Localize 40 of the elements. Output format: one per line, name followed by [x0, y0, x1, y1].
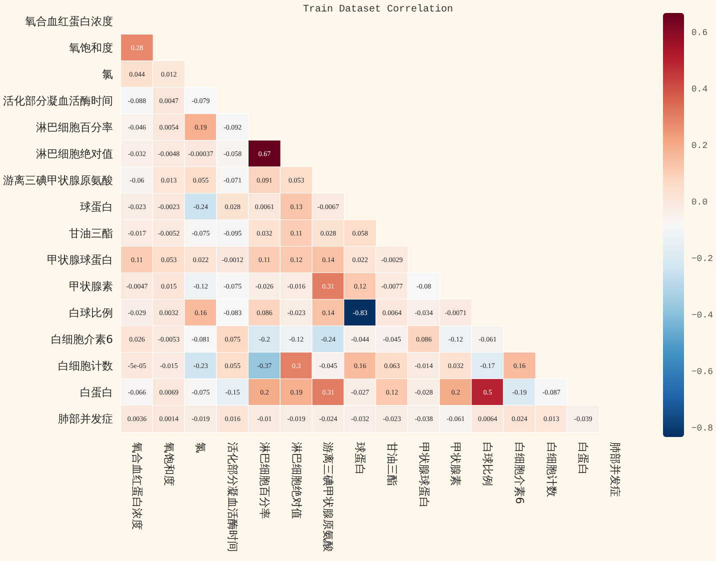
y-tick-label: 氧合血红蛋白浓度 — [25, 14, 113, 28]
y-tick-label: 氧饱和度 — [69, 41, 113, 54]
x-tick-label: 白细胞介素6 — [512, 442, 526, 504]
y-tick-label: 游离三碘甲状腺原氨酸 — [3, 174, 113, 187]
x-tick-label: 活化部分凝血活酶时间 — [226, 442, 240, 552]
color-bar-label: −0.2 — [691, 254, 714, 264]
x-tick-label: 甘油三酯 — [385, 442, 398, 486]
x-tick-label: 淋巴细胞绝对值 — [290, 442, 303, 519]
y-tick-label: 肺部并发症 — [58, 412, 113, 426]
y-tick-label: 淋巴细胞百分率 — [36, 120, 113, 134]
x-tick-label: 甲状腺素 — [449, 442, 462, 486]
x-tick-label: 肺部并发症 — [608, 442, 622, 497]
y-tick-label: 甲状腺球蛋白 — [47, 253, 113, 266]
y-tick-label: 甘油三酯 — [69, 226, 113, 240]
x-tick-label: 白球比例 — [481, 442, 494, 486]
color-bar-label: −0.4 — [691, 310, 714, 320]
y-tick-label: 白球比例 — [69, 306, 113, 320]
chart-title: Train Dataset Correlation — [302, 4, 454, 16]
y-tick-label: 甲状腺素 — [69, 280, 113, 293]
y-tick-label: 氯 — [102, 68, 113, 81]
color-bar-label: 0.0 — [691, 197, 708, 208]
x-tick-label: 淋巴细胞百分率 — [258, 442, 271, 519]
y-tick-label: 白细胞介素6 — [51, 332, 113, 346]
y-tick-label: 白蛋白 — [80, 386, 113, 399]
color-bar-label: −0.6 — [691, 366, 714, 377]
x-tick-label: 氯 — [194, 442, 208, 453]
x-tick-label: 球蛋白 — [354, 442, 367, 475]
color-bar-label: −0.8 — [691, 424, 714, 434]
color-bar-label: 0.6 — [691, 28, 708, 38]
y-tick-label: 球蛋白 — [80, 200, 113, 214]
y-tick-label: 淋巴细胞绝对值 — [36, 147, 113, 160]
x-tick-label: 游离三碘甲状腺原氨酸 — [322, 442, 335, 552]
color-bar-label: 0.2 — [691, 140, 708, 151]
x-tick-label: 白蛋白 — [576, 442, 590, 475]
x-tick-label: 甲状腺球蛋白 — [417, 442, 430, 508]
color-bar-label: 0.4 — [691, 84, 708, 94]
y-tick-label: 活化部分凝血活酶时间 — [3, 94, 113, 108]
x-tick-label: 氧饱和度 — [162, 442, 176, 486]
y-tick-label: 白细胞计数 — [58, 359, 113, 372]
x-tick-label: 白细胞计数 — [544, 442, 558, 497]
